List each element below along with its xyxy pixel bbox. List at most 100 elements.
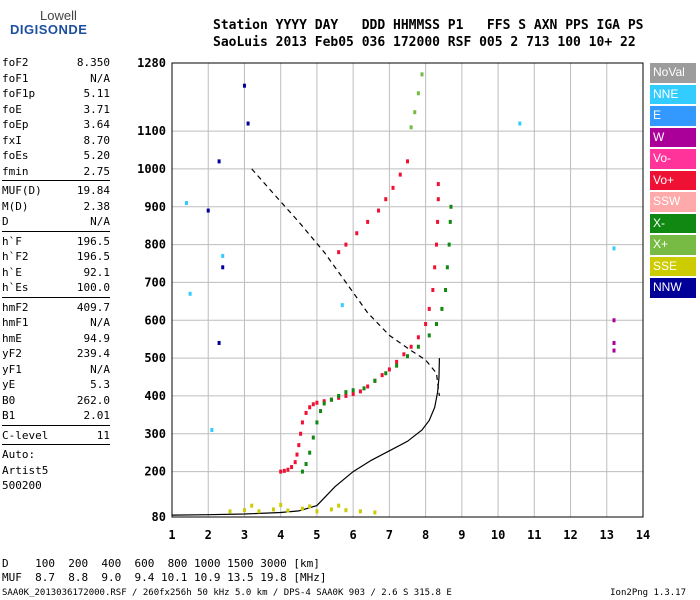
data-point — [436, 182, 440, 187]
muf-row: MUF 8.7 8.8 9.0 9.4 10.1 10.9 13.5 19.8 … — [2, 571, 327, 584]
data-point — [351, 388, 355, 393]
param-name: yF2 — [2, 347, 22, 360]
data-point — [300, 506, 304, 511]
x-tick-label: 1 — [168, 528, 175, 542]
x-tick-label: 10 — [491, 528, 505, 542]
data-point — [337, 393, 341, 398]
param-row: foEp 3.64 — [2, 117, 110, 133]
data-point — [319, 409, 323, 414]
data-point — [286, 508, 290, 513]
param-name: foF2 — [2, 56, 29, 69]
legend-item-noval: NoVal — [650, 63, 696, 83]
muf-curve — [251, 168, 440, 396]
param-name: D — [2, 215, 9, 228]
x-tick-label: 13 — [600, 528, 614, 542]
param-value: 100.0 — [76, 281, 110, 294]
data-point — [434, 242, 438, 247]
header-values: SaoLuis 2013 Feb05 036 172000 RSF 005 2 … — [213, 35, 636, 50]
param-row: MUF(D) 19.84 — [2, 183, 110, 199]
param-value: 2.38 — [83, 199, 111, 213]
data-point — [416, 335, 420, 340]
param-row: foF1 N/A — [2, 71, 110, 87]
y-tick-label: 600 — [144, 313, 166, 327]
data-point — [384, 371, 388, 376]
param-name: MUF(D) — [2, 184, 42, 197]
param-row: hmE 94.9 — [2, 331, 110, 347]
param-value: 239.4 — [76, 347, 110, 360]
data-point — [420, 72, 424, 77]
param-row: fmin 2.75 — [2, 164, 110, 180]
x-tick-label: 11 — [527, 528, 541, 542]
param-name: foF1 — [2, 71, 29, 85]
autoscale-text: 500200 — [2, 479, 42, 492]
legend-item-nnw: NNW — [650, 278, 696, 298]
param-value: 8.70 — [83, 133, 111, 147]
data-point — [295, 452, 299, 457]
param-value: 196.5 — [76, 234, 110, 248]
data-point — [445, 265, 449, 270]
param-value: 5.20 — [83, 149, 111, 162]
param-row: C-level 11 — [2, 428, 110, 444]
version-label: Ion2Png 1.3.17 — [610, 588, 686, 598]
data-point — [206, 208, 210, 213]
data-point — [395, 359, 399, 364]
param-row: yE 5.3 — [2, 377, 110, 393]
header-labels: Station YYYY DAY DDD HHMMSS P1 FFS S AXN… — [213, 18, 644, 33]
param-value: 11 — [96, 428, 110, 442]
legend-item-w: W — [650, 127, 696, 147]
param-row: B1 2.01 — [2, 408, 110, 424]
x-tick-label: 2 — [205, 528, 212, 542]
data-point — [315, 509, 319, 514]
data-point — [358, 389, 362, 394]
data-point — [322, 399, 326, 404]
data-point — [315, 400, 319, 405]
param-row: h`F2 196.5 — [2, 249, 110, 265]
autoscale-text: Auto: — [2, 448, 36, 461]
param-name: C-level — [2, 428, 49, 442]
data-point — [290, 465, 294, 470]
x-tick-label: 12 — [563, 528, 577, 542]
legend-item-x: X- — [650, 213, 696, 233]
param-row: hmF1 N/A — [2, 315, 110, 331]
legend-item-e: E — [650, 106, 696, 126]
data-point — [449, 204, 453, 209]
param-value: 8.350 — [76, 56, 110, 69]
param-name: hmF2 — [2, 300, 29, 314]
data-point — [612, 348, 616, 353]
data-point — [358, 509, 362, 514]
parameter-panel: foF2 8.350 foF1 N/A foF1p 5.11 foE 3.71 foEp 3.64… — [2, 55, 110, 494]
data-point — [436, 219, 440, 224]
param-row: foE 3.71 — [2, 102, 110, 118]
data-point — [448, 219, 452, 224]
param-value: N/A — [90, 316, 110, 329]
data-point — [431, 288, 435, 292]
data-point — [246, 121, 250, 126]
data-point — [300, 420, 304, 425]
param-row: foEs 5.20 — [2, 148, 110, 164]
data-point — [373, 378, 377, 383]
data-point — [391, 185, 395, 190]
data-point — [329, 507, 333, 512]
param-separator — [2, 230, 110, 232]
param-row: foF2 8.350 — [2, 55, 110, 71]
data-point — [300, 469, 304, 474]
y-tick-label: 1000 — [137, 162, 166, 176]
legend-item-x: X+ — [650, 235, 696, 255]
data-point — [416, 344, 420, 349]
data-point — [308, 405, 312, 410]
data-point — [250, 503, 254, 508]
param-row: yF1 N/A — [2, 362, 110, 378]
param-name: foF1p — [2, 87, 36, 100]
data-point — [402, 352, 406, 357]
data-point — [308, 450, 312, 455]
muf-distance-table: D 100 200 400 600 800 1000 1500 3000 [km… — [2, 557, 327, 585]
y-tick-label: 900 — [144, 200, 166, 214]
data-point — [424, 322, 428, 327]
data-point — [279, 469, 283, 474]
data-point — [242, 83, 246, 88]
data-point — [518, 121, 522, 126]
data-point — [340, 303, 344, 308]
data-point — [406, 159, 409, 164]
data-point — [271, 507, 275, 512]
